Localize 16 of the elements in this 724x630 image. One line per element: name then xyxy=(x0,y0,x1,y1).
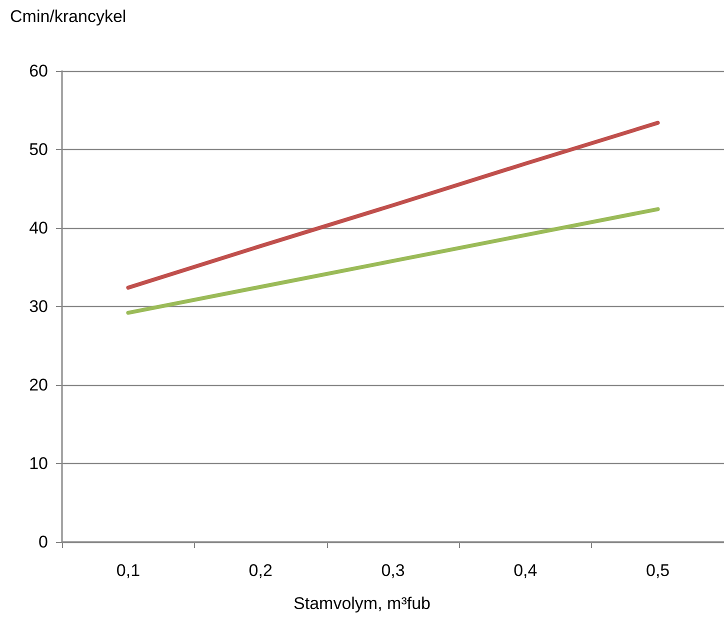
y-tick-label: 0 xyxy=(38,532,48,552)
x-axis-title: Stamvolym, m³fub xyxy=(294,594,430,613)
y-tick-label: 50 xyxy=(29,140,48,159)
y-tick-label: 40 xyxy=(29,218,48,238)
x-tick-label: 0,4 xyxy=(514,561,538,580)
x-tick-label: 0,5 xyxy=(646,561,670,580)
y-tick-label: 10 xyxy=(29,454,48,473)
y-tick-label: 30 xyxy=(29,297,48,316)
x-tick-label: 0,2 xyxy=(248,561,272,580)
line-series xyxy=(126,207,660,315)
line-series xyxy=(126,120,660,290)
y-axis-title: Cmin/krancykel xyxy=(10,7,126,26)
x-tick-label: 0,1 xyxy=(116,561,140,580)
y-tick-label: 20 xyxy=(29,376,48,394)
x-tick-label: 0,3 xyxy=(381,561,405,580)
y-tick-label: 60 xyxy=(29,62,48,80)
